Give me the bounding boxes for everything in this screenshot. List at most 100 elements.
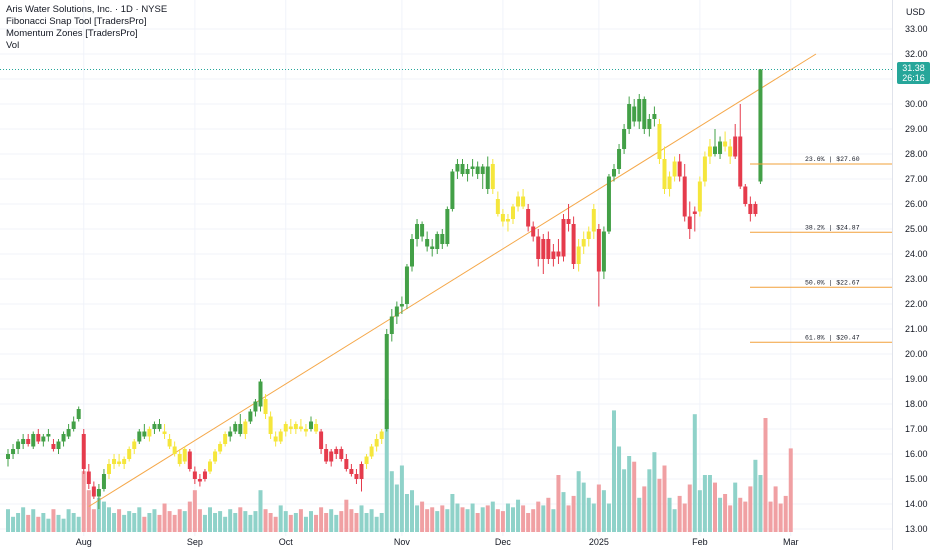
- indicator-fibonacci[interactable]: Fibonacci Snap Tool [TradersPro]: [6, 16, 147, 27]
- volume-bar: [364, 513, 369, 532]
- volume-bar: [107, 507, 111, 532]
- volume-bar: [278, 505, 283, 532]
- candle-body: [324, 449, 329, 462]
- volume-bar: [632, 461, 637, 532]
- volume-bar: [374, 516, 379, 532]
- volume-bar: [435, 511, 440, 532]
- volume-bar: [556, 475, 561, 532]
- candle-body: [122, 459, 127, 464]
- candle-body: [470, 166, 475, 169]
- volume-bar: [662, 465, 667, 532]
- candle-body: [591, 209, 596, 232]
- time-tick-label: Oct: [279, 537, 294, 547]
- candle-body: [379, 431, 384, 439]
- price-tick-label: 30.00: [905, 99, 928, 109]
- volume-bar: [495, 509, 500, 532]
- volume-bar: [6, 509, 10, 532]
- volume-bar: [723, 494, 728, 532]
- price-tick-label: 22.00: [905, 299, 928, 309]
- volume-bar: [41, 513, 46, 532]
- volume-bar: [536, 501, 541, 532]
- volume-bar: [223, 516, 228, 532]
- fib-level-label: 61.8% | $20.47: [805, 334, 860, 341]
- volume-bar: [677, 495, 682, 532]
- volume-bar: [334, 514, 339, 532]
- volume-bar: [101, 501, 106, 532]
- volume-bar: [258, 490, 263, 532]
- candle-body: [142, 431, 147, 437]
- volume-bar: [627, 456, 632, 532]
- volume-bar: [76, 516, 81, 532]
- candle-body: [430, 246, 435, 249]
- volume-bar: [687, 484, 692, 532]
- candle-body: [91, 486, 96, 497]
- candle-body: [420, 224, 425, 237]
- candle-body: [536, 236, 541, 259]
- candle-body: [263, 399, 268, 414]
- trend-line[interactable]: [0, 53, 892, 507]
- price-tick-label: 19.00: [905, 374, 928, 384]
- candle-body: [278, 431, 283, 442]
- volume-bar: [571, 495, 576, 532]
- volume-bar: [733, 482, 738, 532]
- candle-body: [273, 436, 278, 442]
- price-axis[interactable]: 13.00 14.00 15.00 16.00 17.00 18.00 19.00 20.00…: [905, 24, 928, 534]
- candle-body: [228, 431, 233, 437]
- volume-bar: [197, 509, 202, 532]
- volume-bar: [657, 478, 662, 532]
- candle-body: [460, 164, 465, 174]
- candle-body: [319, 431, 324, 449]
- volume-bar: [728, 505, 733, 532]
- candle-body: [31, 434, 36, 447]
- volume-bar: [445, 509, 450, 532]
- candle-body: [303, 429, 308, 432]
- volume-bar: [36, 516, 41, 532]
- candle-body: [526, 209, 531, 227]
- volume-bar: [354, 513, 359, 532]
- candle-body: [283, 424, 288, 432]
- indicator-momentum[interactable]: Momentum Zones [TradersPro]: [6, 28, 138, 39]
- volume-bar: [349, 509, 354, 532]
- currency-label[interactable]: USD: [906, 7, 926, 17]
- volume-bar: [713, 482, 717, 532]
- candle-body: [6, 454, 10, 459]
- time-tick-label: Sep: [187, 537, 203, 547]
- candle-body: [182, 449, 187, 462]
- candle-body: [662, 159, 667, 189]
- price-tick-label: 21.00: [905, 324, 928, 334]
- candle-body: [465, 169, 470, 174]
- candle-body: [531, 226, 536, 237]
- candle-body: [475, 166, 480, 174]
- volume-bar: [612, 410, 616, 532]
- volume-bar: [606, 503, 611, 532]
- volume-bar: [647, 469, 652, 532]
- volume-bar: [763, 418, 768, 532]
- time-tick-label: Aug: [76, 537, 92, 547]
- volume-bar: [96, 497, 101, 532]
- time-axis[interactable]: Aug Sep Oct Nov Dec 2025 Feb Mar: [76, 537, 799, 547]
- trend-line-segment: [88, 53, 817, 507]
- volume-bar: [293, 513, 298, 532]
- candle-body: [440, 234, 445, 244]
- volume-bar: [531, 509, 536, 532]
- volume-bar: [637, 497, 642, 532]
- candle-body: [162, 431, 167, 434]
- candle-body: [107, 464, 111, 474]
- volume-bar: [591, 503, 596, 532]
- candle-body: [218, 444, 223, 452]
- candle-body: [652, 114, 657, 119]
- fibonacci-levels[interactable]: 23.6% | $27.60 38.2% | $24.87 50.0% | $22.…: [750, 156, 892, 343]
- price-tick-label: 14.00: [905, 499, 928, 509]
- volume-bar: [309, 511, 313, 532]
- volume-bar: [596, 484, 601, 532]
- candle-body: [132, 441, 137, 449]
- symbol-title[interactable]: Aris Water Solutions, Inc. · 1D · NYSE: [6, 4, 168, 15]
- volume-bar: [561, 492, 566, 532]
- candle-body: [667, 176, 672, 189]
- indicator-volume[interactable]: Vol: [6, 40, 20, 51]
- candle-body: [389, 316, 394, 334]
- candle-body: [702, 156, 707, 182]
- volume-bar: [303, 516, 308, 532]
- candle-body: [56, 441, 61, 449]
